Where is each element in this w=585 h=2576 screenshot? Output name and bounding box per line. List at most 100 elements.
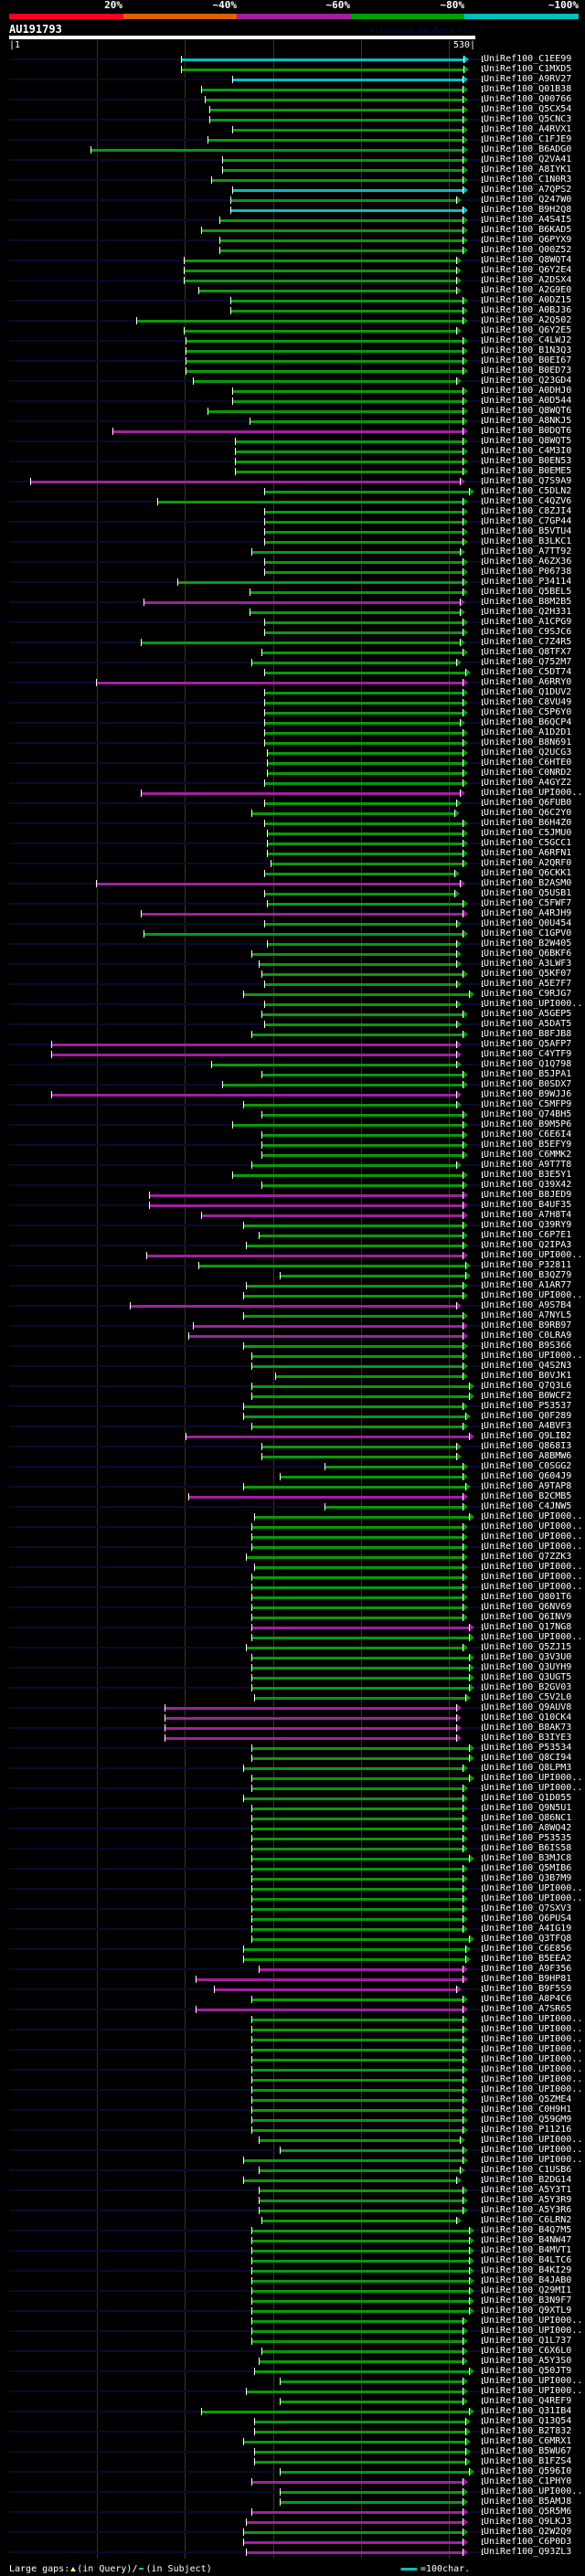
hit-label[interactable]: UniRef100_Q7S9A9 bbox=[484, 476, 572, 486]
hit-label[interactable]: UniRef100_Q5R5M6 bbox=[484, 2507, 572, 2517]
hit-label[interactable]: UniRef100_A9TAP8 bbox=[484, 1481, 572, 1491]
hit-label[interactable]: UniRef100_C5JMU0 bbox=[484, 828, 572, 838]
hit-label[interactable]: UniRef100_A9F356 bbox=[484, 1964, 572, 1974]
hit-label[interactable]: UniRef100_UPI000.. bbox=[484, 2024, 583, 2034]
hit-label[interactable]: UniRef100_C1GPV0 bbox=[484, 928, 572, 938]
hit-label[interactable]: UniRef100_A0BJ36 bbox=[484, 305, 572, 315]
hit-label[interactable]: UniRef100_B5WU67 bbox=[484, 2446, 572, 2456]
hit-label[interactable]: UniRef100_B6ADG0 bbox=[484, 144, 572, 154]
hit-label[interactable]: UniRef100_B3E5Y1 bbox=[484, 1170, 572, 1180]
hit-label[interactable]: UniRef100_B4NW47 bbox=[484, 2235, 572, 2245]
hit-label[interactable]: UniRef100_Q13Q54 bbox=[484, 2416, 572, 2426]
hit-label[interactable]: UniRef100_A4RVX1 bbox=[484, 124, 572, 134]
hit-label[interactable]: UniRef100_C6MMK2 bbox=[484, 1150, 572, 1160]
hit-label[interactable]: UniRef100_C7GP44 bbox=[484, 516, 572, 526]
hit-label[interactable]: UniRef100_Q31IB4 bbox=[484, 2406, 572, 2416]
hit-label[interactable]: UniRef100_C7Z4R5 bbox=[484, 637, 572, 647]
hit-label[interactable]: UniRef100_Q00766 bbox=[484, 94, 572, 104]
hit-label[interactable]: UniRef100_B2T832 bbox=[484, 2426, 572, 2436]
hit-label[interactable]: UniRef100_A6ZX36 bbox=[484, 557, 572, 567]
hit-label[interactable]: UniRef100_Q4REF9 bbox=[484, 2396, 572, 2406]
hit-label[interactable]: UniRef100_B8JED9 bbox=[484, 1190, 572, 1200]
hit-label[interactable]: UniRef100_UPI000.. bbox=[484, 2054, 583, 2064]
hit-label[interactable]: UniRef100_C1USB6 bbox=[484, 2165, 572, 2175]
hit-label[interactable]: UniRef100_A6RRY0 bbox=[484, 677, 572, 687]
hit-label[interactable]: UniRef100_UPI000.. bbox=[484, 2155, 583, 2165]
hit-label[interactable]: UniRef100_A5Y3R6 bbox=[484, 2205, 572, 2215]
hit-label[interactable]: UniRef100_C0LRA9 bbox=[484, 1330, 572, 1341]
hit-label[interactable]: UniRef100_UPI000.. bbox=[484, 1521, 583, 1532]
hit-label[interactable]: UniRef100_C9SJC6 bbox=[484, 627, 572, 637]
hit-label[interactable]: UniRef100_Q3UGT5 bbox=[484, 1672, 572, 1682]
hit-label[interactable]: UniRef100_B0VJK1 bbox=[484, 1371, 572, 1381]
hit-label[interactable]: UniRef100_Q6CKK1 bbox=[484, 868, 572, 878]
hit-label[interactable]: UniRef100_P53537 bbox=[484, 1401, 572, 1411]
hit-label[interactable]: UniRef100_UPI000.. bbox=[484, 999, 583, 1009]
hit-label[interactable]: UniRef100_Q6NV69 bbox=[484, 1602, 572, 1612]
hit-label[interactable]: UniRef100_Q23GD4 bbox=[484, 376, 572, 386]
hit-label[interactable]: UniRef100_A8BMW6 bbox=[484, 1451, 572, 1461]
hit-label[interactable]: UniRef100_A7TT92 bbox=[484, 546, 572, 557]
hit-label[interactable]: UniRef100_B6KAD5 bbox=[484, 225, 572, 235]
hit-label[interactable]: UniRef100_Q6C2Y0 bbox=[484, 808, 572, 818]
hit-label[interactable]: UniRef100_B2ASM0 bbox=[484, 878, 572, 888]
hit-label[interactable]: UniRef100_A4RJH9 bbox=[484, 908, 572, 918]
hit-label[interactable]: UniRef100_UPI000.. bbox=[484, 1883, 583, 1893]
hit-label[interactable]: UniRef100_Q1L737 bbox=[484, 2336, 572, 2346]
hit-label[interactable]: UniRef100_C6P0D3 bbox=[484, 2537, 572, 2547]
hit-label[interactable]: UniRef100_Q8CI94 bbox=[484, 1753, 572, 1763]
hit-label[interactable]: UniRef100_B3MJC8 bbox=[484, 1853, 572, 1863]
hit-label[interactable]: UniRef100_Q0U454 bbox=[484, 918, 572, 928]
hit-label[interactable]: UniRef100_Q5CNC3 bbox=[484, 114, 572, 124]
hit-label[interactable]: UniRef100_UPI000.. bbox=[484, 1562, 583, 1572]
hit-label[interactable]: UniRef100_C6LRN2 bbox=[484, 2215, 572, 2225]
hit-label[interactable]: UniRef100_Q2H331 bbox=[484, 607, 572, 617]
hit-label[interactable]: UniRef100_B3LKC1 bbox=[484, 536, 572, 546]
hit-label[interactable]: UniRef100_Q17NG8 bbox=[484, 1622, 572, 1632]
hit-label[interactable]: UniRef100_B5EFY9 bbox=[484, 1140, 572, 1150]
hit-label[interactable]: UniRef100_C0NRD2 bbox=[484, 768, 572, 778]
hit-label[interactable]: UniRef100_UPI000.. bbox=[484, 2074, 583, 2084]
hit-label[interactable]: UniRef100_Q7ZZK3 bbox=[484, 1552, 572, 1562]
hit-label[interactable]: UniRef100_Q7Q3L6 bbox=[484, 1381, 572, 1391]
hit-label[interactable]: UniRef100_A8P4C6 bbox=[484, 1994, 572, 2004]
hit-label[interactable]: UniRef100_UPI000.. bbox=[484, 2145, 583, 2155]
hit-label[interactable]: UniRef100_Q2UCG3 bbox=[484, 747, 572, 758]
hit-label[interactable]: UniRef100_Q5CX54 bbox=[484, 104, 572, 114]
hit-label[interactable]: UniRef100_Q3B7M9 bbox=[484, 1873, 572, 1883]
hit-label[interactable]: UniRef100_A4S4I5 bbox=[484, 215, 572, 225]
hit-label[interactable]: UniRef100_C1FJE9 bbox=[484, 134, 572, 144]
hit-label[interactable]: UniRef100_A1CPG9 bbox=[484, 617, 572, 627]
hit-label[interactable]: UniRef100_B2DG14 bbox=[484, 2175, 572, 2185]
hit-label[interactable]: UniRef100_UPI000.. bbox=[484, 1532, 583, 1542]
hit-label[interactable]: UniRef100_B9RB97 bbox=[484, 1320, 572, 1330]
hit-label[interactable]: UniRef100_Q9LKJ3 bbox=[484, 2517, 572, 2527]
hit-label[interactable]: UniRef100_B0EME5 bbox=[484, 466, 572, 476]
hit-label[interactable]: UniRef100_C6HTE0 bbox=[484, 758, 572, 768]
hit-label[interactable]: UniRef100_A5Y3R9 bbox=[484, 2195, 572, 2205]
hit-label[interactable]: UniRef100_C9RJG7 bbox=[484, 989, 572, 999]
hit-label[interactable]: UniRef100_UPI000.. bbox=[484, 2376, 583, 2386]
hit-label[interactable]: UniRef100_Q39RY9 bbox=[484, 1220, 572, 1230]
hit-label[interactable]: UniRef100_Q0F289 bbox=[484, 1411, 572, 1421]
hit-label[interactable]: UniRef100_Q93ZL3 bbox=[484, 2547, 572, 2557]
hit-label[interactable]: UniRef100_C6MRX1 bbox=[484, 2436, 572, 2446]
hit-label[interactable]: UniRef100_Q8WQT5 bbox=[484, 436, 572, 446]
hit-label[interactable]: UniRef100_C1EE99 bbox=[484, 54, 572, 64]
hit-label[interactable]: UniRef100_UPI000.. bbox=[484, 1773, 583, 1783]
hit-label[interactable]: UniRef100_UPI000.. bbox=[484, 1250, 583, 1260]
hit-label[interactable]: UniRef100_Q6BKF6 bbox=[484, 949, 572, 959]
hit-label[interactable]: UniRef100_C4M3I0 bbox=[484, 446, 572, 456]
hit-label[interactable]: UniRef100_C8ZJI4 bbox=[484, 506, 572, 516]
hit-label[interactable]: UniRef100_B0SDX7 bbox=[484, 1079, 572, 1089]
hit-label[interactable]: UniRef100_B4JAB0 bbox=[484, 2275, 572, 2285]
hit-label[interactable]: UniRef100_Q59GM9 bbox=[484, 2115, 572, 2125]
hit-label[interactable]: UniRef100_UPI000.. bbox=[484, 2044, 583, 2054]
hit-label[interactable]: UniRef100_Q9LIB2 bbox=[484, 1431, 572, 1441]
hit-label[interactable]: UniRef100_B0ED73 bbox=[484, 366, 572, 376]
hit-label[interactable]: UniRef100_UPI000.. bbox=[484, 1632, 583, 1642]
hit-label[interactable]: UniRef100_A3LWF3 bbox=[484, 959, 572, 969]
hit-label[interactable]: UniRef100_A0D544 bbox=[484, 396, 572, 406]
hit-label[interactable]: UniRef100_C6X6L0 bbox=[484, 2346, 572, 2356]
hit-label[interactable]: UniRef100_Q3TFQ8 bbox=[484, 1934, 572, 1944]
